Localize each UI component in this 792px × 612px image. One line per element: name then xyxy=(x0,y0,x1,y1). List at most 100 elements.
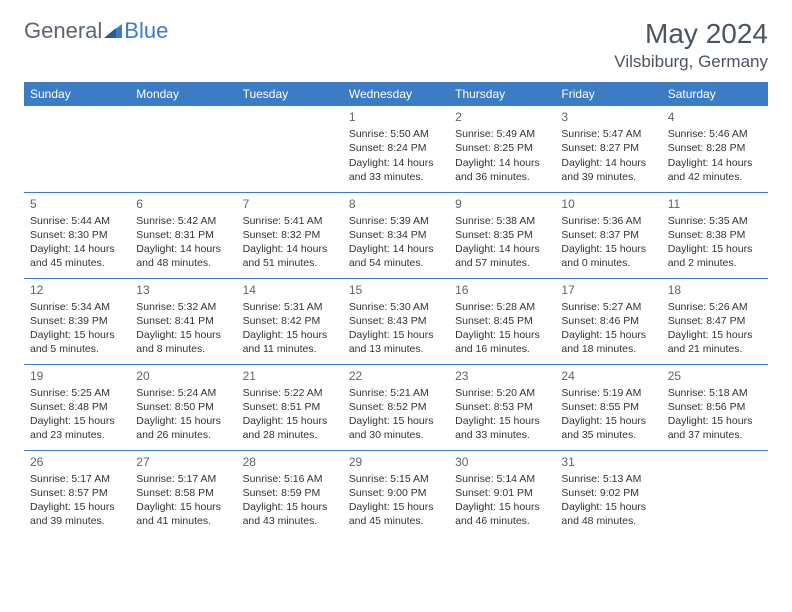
day-number: 11 xyxy=(668,196,762,212)
day-number: 20 xyxy=(136,368,230,384)
day-info-line: Sunset: 8:56 PM xyxy=(668,400,762,414)
calendar-day-cell: 7Sunrise: 5:41 AMSunset: 8:32 PMDaylight… xyxy=(237,192,343,278)
day-info-line: Sunrise: 5:39 AM xyxy=(349,214,443,228)
day-number: 26 xyxy=(30,454,124,470)
calendar-week-row: 1Sunrise: 5:50 AMSunset: 8:24 PMDaylight… xyxy=(24,106,768,192)
weekday-header: Monday xyxy=(130,82,236,106)
page-root: General Blue May 2024 Vilsbiburg, German… xyxy=(0,0,792,554)
day-info-line: Daylight: 15 hours xyxy=(561,328,655,342)
day-info-line: and 16 minutes. xyxy=(455,342,549,356)
day-number: 13 xyxy=(136,282,230,298)
calendar-day-cell: 29 Sunrise: 5:15 AMSunset: 9:00 PMDayligh… xyxy=(343,450,449,536)
weekday-header: Friday xyxy=(555,82,661,106)
title-block: May 2024 Vilsbiburg, Germany xyxy=(614,18,768,72)
day-info-line: Sunset: 8:31 PM xyxy=(136,228,230,242)
weekday-header: Wednesday xyxy=(343,82,449,106)
calendar-day-cell: 25Sunrise: 5:18 AMSunset: 8:56 PMDayligh… xyxy=(662,364,768,450)
day-info-line: and 43 minutes. xyxy=(243,514,337,528)
day-number: 31 xyxy=(561,454,655,470)
day-info-line: Sunrise: 5:49 AM xyxy=(455,127,549,141)
day-info-line: and 39 minutes. xyxy=(561,170,655,184)
day-info-line: and 42 minutes. xyxy=(668,170,762,184)
weekday-header-row: Sunday Monday Tuesday Wednesday Thursday… xyxy=(24,82,768,106)
calendar-day-cell: 31Sunrise: 5:13 AMSunset: 9:02 PMDayligh… xyxy=(555,450,661,536)
day-info-line: Sunrise: 5:15 AM xyxy=(349,472,443,486)
calendar-week-row: 26Sunrise: 5:17 AMSunset: 8:57 PMDayligh… xyxy=(24,450,768,536)
day-info-line: Sunset: 8:30 PM xyxy=(30,228,124,242)
day-info-line: Sunset: 8:43 PM xyxy=(349,314,443,328)
day-number: 18 xyxy=(668,282,762,298)
day-info-line: Daylight: 14 hours xyxy=(136,242,230,256)
day-info-line: Sunset: 8:32 PM xyxy=(243,228,337,242)
calendar-table: Sunday Monday Tuesday Wednesday Thursday… xyxy=(24,82,768,536)
day-number: 25 xyxy=(668,368,762,384)
day-number: 17 xyxy=(561,282,655,298)
calendar-day-cell: 14Sunrise: 5:31 AMSunset: 8:42 PMDayligh… xyxy=(237,278,343,364)
day-info-line: Sunset: 8:53 PM xyxy=(455,400,549,414)
day-info-line: Daylight: 14 hours xyxy=(455,156,549,170)
weekday-header: Tuesday xyxy=(237,82,343,106)
calendar-day-cell: 5Sunrise: 5:44 AMSunset: 8:30 PMDaylight… xyxy=(24,192,130,278)
day-info-line: Sunrise: 5:31 AM xyxy=(243,300,337,314)
day-number: 7 xyxy=(243,196,337,212)
day-number: 6 xyxy=(136,196,230,212)
day-info-line: Sunset: 8:28 PM xyxy=(668,141,762,155)
day-info-line: Daylight: 15 hours xyxy=(455,328,549,342)
day-info-line: Sunrise: 5:21 AM xyxy=(349,386,443,400)
day-info-line: Sunrise: 5:26 AM xyxy=(668,300,762,314)
calendar-day-cell xyxy=(237,106,343,192)
location-label: Vilsbiburg, Germany xyxy=(614,52,768,72)
day-number: 8 xyxy=(349,196,443,212)
day-info-line: and 36 minutes. xyxy=(455,170,549,184)
day-info-line: Daylight: 15 hours xyxy=(561,500,655,514)
day-number: 23 xyxy=(455,368,549,384)
calendar-day-cell: 12Sunrise: 5:34 AMSunset: 8:39 PMDayligh… xyxy=(24,278,130,364)
day-number: 15 xyxy=(349,282,443,298)
day-info-line: Sunset: 8:39 PM xyxy=(30,314,124,328)
day-number: 24 xyxy=(561,368,655,384)
calendar-day-cell: 2Sunrise: 5:49 AMSunset: 8:25 PMDaylight… xyxy=(449,106,555,192)
day-info-line: Sunset: 8:51 PM xyxy=(243,400,337,414)
day-number: 2 xyxy=(455,109,549,125)
day-info-line: Sunrise: 5:34 AM xyxy=(30,300,124,314)
day-info-line: Sunrise: 5:16 AM xyxy=(243,472,337,486)
calendar-day-cell: 27Sunrise: 5:17 AMSunset: 8:58 PMDayligh… xyxy=(130,450,236,536)
day-info-line: Sunrise: 5:17 AM xyxy=(136,472,230,486)
day-info-line: Daylight: 15 hours xyxy=(561,242,655,256)
day-info-line: Daylight: 15 hours xyxy=(561,414,655,428)
day-info-line: Daylight: 14 hours xyxy=(455,242,549,256)
day-info-line: Daylight: 15 hours xyxy=(30,328,124,342)
day-number: 9 xyxy=(455,196,549,212)
day-info-line: Daylight: 15 hours xyxy=(30,500,124,514)
day-info-line: Sunset: 8:50 PM xyxy=(136,400,230,414)
day-info-line: Daylight: 15 hours xyxy=(455,500,549,514)
day-info-line: and 39 minutes. xyxy=(30,514,124,528)
calendar-day-cell: 18Sunrise: 5:26 AMSunset: 8:47 PMDayligh… xyxy=(662,278,768,364)
calendar-day-cell: 6Sunrise: 5:42 AMSunset: 8:31 PMDaylight… xyxy=(130,192,236,278)
day-info-line: Sunset: 9:01 PM xyxy=(455,486,549,500)
day-info-line: Daylight: 14 hours xyxy=(668,156,762,170)
day-number: 29 xyxy=(349,454,443,470)
day-info-line: Sunrise: 5:13 AM xyxy=(561,472,655,486)
day-info-line: Sunset: 8:52 PM xyxy=(349,400,443,414)
calendar-day-cell: 10Sunrise: 5:36 AMSunset: 8:37 PMDayligh… xyxy=(555,192,661,278)
day-info-line: Daylight: 14 hours xyxy=(349,156,443,170)
calendar-day-cell: 13Sunrise: 5:32 AMSunset: 8:41 PMDayligh… xyxy=(130,278,236,364)
day-info-line: and 30 minutes. xyxy=(349,428,443,442)
day-info-line: Sunset: 9:00 PM xyxy=(349,486,443,500)
day-info-line: and 26 minutes. xyxy=(136,428,230,442)
day-number: 30 xyxy=(455,454,549,470)
day-info-line: and 35 minutes. xyxy=(561,428,655,442)
day-info-line: Sunrise: 5:47 AM xyxy=(561,127,655,141)
day-info-line: Sunrise: 5:24 AM xyxy=(136,386,230,400)
day-info-line: Sunset: 8:38 PM xyxy=(668,228,762,242)
day-info-line: Daylight: 15 hours xyxy=(136,414,230,428)
sail-icon xyxy=(104,24,122,38)
day-info-line: Daylight: 15 hours xyxy=(243,500,337,514)
day-number: 22 xyxy=(349,368,443,384)
day-info-line: and 8 minutes. xyxy=(136,342,230,356)
day-info-line: Daylight: 15 hours xyxy=(349,500,443,514)
day-info-line: Daylight: 15 hours xyxy=(243,414,337,428)
day-info-line: Sunset: 8:35 PM xyxy=(455,228,549,242)
day-info-line: and 46 minutes. xyxy=(455,514,549,528)
